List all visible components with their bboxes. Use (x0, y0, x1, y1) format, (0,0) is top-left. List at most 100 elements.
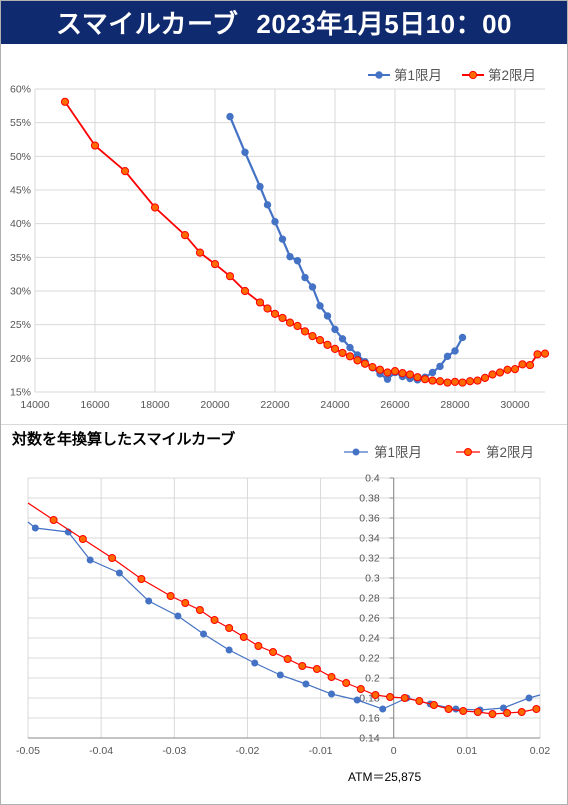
series-2-point (488, 370, 497, 379)
series-1-point (451, 347, 459, 355)
header-title: スマイルカーブ (56, 9, 239, 39)
y-tick-label: 0.4 (365, 473, 380, 485)
log-annualized-smile-chart: 対数を年換算したスマイルカーブ -0.05 -0.04 -0.03 -0.02 -0.01… (11, 430, 550, 784)
series-2-point (239, 633, 248, 641)
series-2-point (495, 368, 505, 377)
series-1-point (226, 112, 234, 121)
series-1-point (301, 273, 309, 282)
series-2-point (195, 248, 205, 257)
series-1-point (308, 283, 317, 291)
y-tick-label: 30% (10, 286, 31, 298)
series-2-point (150, 203, 160, 212)
series-2-point (283, 655, 292, 663)
y-tick-label: 45% (10, 185, 31, 197)
legend-marker (352, 448, 360, 456)
series-1-point (145, 597, 153, 605)
y-tick-label: 50% (10, 151, 31, 163)
series-2-point (225, 624, 234, 632)
series-2-point (60, 97, 70, 106)
series-line-2 (27, 502, 541, 715)
series-2-point (525, 360, 535, 370)
series-1-point (379, 705, 387, 713)
series-2-point (360, 359, 370, 368)
x-tick-label: 14000 (20, 399, 49, 411)
series-1-point (225, 646, 233, 654)
series-1-point (200, 630, 208, 638)
series-2-point (488, 710, 497, 718)
series-2-point (371, 691, 380, 699)
series-2-point (330, 344, 340, 354)
y-tick-label: 0.28 (359, 593, 380, 605)
y-tick-label: 0.38 (359, 493, 380, 505)
series-2-point (308, 332, 317, 341)
y-tick-label: 0.16 (359, 713, 380, 725)
series-1-point (525, 694, 533, 702)
series-2-point (473, 376, 482, 385)
series-1-point (383, 375, 392, 383)
legend-marker (464, 448, 472, 456)
series-1-point (428, 368, 437, 377)
series-2-point (300, 327, 310, 336)
series-2-point (285, 318, 295, 327)
series-2-point (443, 378, 452, 387)
y-tick-label: 55% (10, 117, 31, 129)
x-tick-label: 16000 (80, 399, 109, 411)
series-2-point (503, 709, 512, 717)
series-1-point (323, 312, 332, 320)
x-tick-label: 18000 (140, 399, 169, 411)
series-2-point (503, 365, 512, 374)
series-2-point (210, 259, 220, 269)
series-1-point (241, 148, 249, 156)
y-tick-label: 0.32 (359, 553, 380, 565)
series-1-point (353, 696, 361, 704)
series-2-point (375, 365, 385, 374)
series-1-point (278, 235, 287, 243)
series-2-point (315, 336, 325, 345)
y-tick-label: 0.26 (359, 613, 380, 625)
series-2-point (240, 286, 250, 296)
series-2-point (180, 231, 190, 240)
x-tick-label: 22000 (260, 399, 289, 411)
series-2-point (458, 378, 467, 387)
x-tick-label: 30000 (500, 399, 529, 411)
x-tick-label: -0.02 (235, 745, 259, 757)
series-2-point (390, 367, 400, 376)
series-2-point (108, 554, 117, 562)
series-1-point (331, 325, 339, 334)
y-tick-label: 40% (10, 218, 31, 230)
series-1-point (316, 302, 324, 310)
series-2-point (166, 592, 175, 600)
series-1-point (436, 362, 444, 371)
series-1-point (256, 182, 264, 191)
y-tick-label: 25% (10, 319, 31, 331)
legend-label-1: 第1限月 (374, 444, 422, 460)
series-1-point (271, 217, 279, 226)
series-2-point (386, 693, 395, 701)
series-2-point (342, 679, 351, 687)
x-tick-label: -0.01 (309, 745, 333, 757)
series-2-point (353, 356, 362, 365)
y-tick-label: 0.2 (365, 673, 380, 685)
series-1-point (293, 257, 302, 265)
series-2-point (398, 369, 407, 378)
series-2-point (298, 662, 307, 670)
y-tick-label: 20% (10, 353, 31, 365)
series-2-point (532, 705, 541, 713)
series-2-point (428, 376, 437, 385)
series-2-point (459, 707, 468, 715)
y-tick-label: 0.24 (359, 633, 380, 645)
series-2-point (269, 648, 278, 656)
x-tick-label: 0.01 (457, 745, 478, 757)
series-2-point (312, 665, 321, 673)
series-2-point (225, 272, 235, 281)
legend-marker (468, 70, 478, 80)
series-2-point (323, 340, 332, 349)
legend-label-2: 第2限月 (486, 444, 534, 460)
x-tick-label: 26000 (380, 399, 409, 411)
legend-label-1: 第1限月 (394, 67, 442, 83)
series-2-point (413, 373, 422, 382)
series-2-point (270, 309, 280, 318)
y-tick-label: 0.34 (359, 533, 380, 545)
series-2-point (255, 298, 265, 307)
series-2-point (327, 673, 336, 681)
